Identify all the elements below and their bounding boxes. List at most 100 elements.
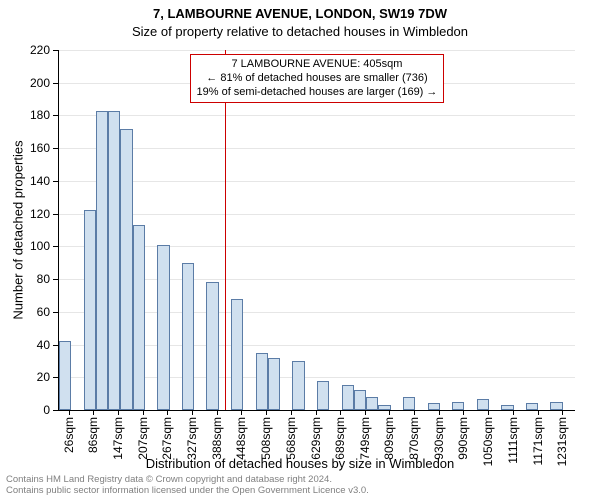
x-tick-mark	[291, 410, 292, 415]
histogram-bar	[96, 111, 108, 410]
x-tick-mark	[93, 410, 94, 415]
y-axis-label: Number of detached properties	[11, 140, 26, 319]
x-tick-label: 809sqm	[382, 417, 396, 460]
annotation-line: 19% of semi-detached houses are larger (…	[197, 86, 438, 100]
histogram-bar	[452, 402, 464, 410]
annotation-line: 7 LAMBOURNE AVENUE: 405sqm	[197, 58, 438, 72]
histogram-bar	[182, 263, 194, 410]
gridline	[59, 214, 575, 215]
x-tick-mark	[463, 410, 464, 415]
annotation-line: ← 81% of detached houses are smaller (73…	[197, 72, 438, 86]
y-tick-mark	[53, 410, 58, 411]
x-tick-label: 86sqm	[86, 417, 100, 453]
histogram-bar	[59, 341, 71, 410]
x-tick-label: 749sqm	[358, 417, 372, 460]
y-tick-label: 100	[0, 239, 50, 253]
x-tick-label: 508sqm	[259, 417, 273, 460]
x-tick-label: 327sqm	[185, 417, 199, 460]
y-tick-label: 200	[0, 76, 50, 90]
x-tick-mark	[340, 410, 341, 415]
annotation-box: 7 LAMBOURNE AVENUE: 405sqm ← 81% of deta…	[190, 54, 445, 103]
x-tick-label: 870sqm	[407, 417, 421, 460]
histogram-bar	[84, 210, 96, 410]
histogram-bar	[231, 299, 243, 410]
histogram-bar	[256, 353, 268, 410]
x-tick-label: 1050sqm	[481, 417, 495, 466]
x-tick-mark	[365, 410, 366, 415]
page-title: 7, LAMBOURNE AVENUE, LONDON, SW19 7DW	[0, 6, 600, 21]
y-tick-mark	[53, 181, 58, 182]
x-tick-mark	[538, 410, 539, 415]
x-tick-mark	[167, 410, 168, 415]
y-tick-mark	[53, 377, 58, 378]
histogram-bar	[477, 399, 489, 410]
y-tick-label: 0	[0, 403, 50, 417]
histogram-bar	[108, 111, 120, 410]
footer-line: Contains HM Land Registry data © Crown c…	[6, 475, 369, 485]
page-subtitle: Size of property relative to detached ho…	[0, 24, 600, 39]
y-tick-mark	[53, 279, 58, 280]
y-tick-mark	[53, 50, 58, 51]
y-tick-label: 140	[0, 174, 50, 188]
gridline	[59, 50, 575, 51]
y-tick-mark	[53, 214, 58, 215]
histogram-bar	[120, 129, 132, 410]
x-tick-mark	[439, 410, 440, 415]
reference-line	[225, 50, 226, 410]
histogram-bar	[157, 245, 169, 410]
gridline	[59, 148, 575, 149]
x-tick-mark	[266, 410, 267, 415]
histogram-bar	[403, 397, 415, 410]
y-tick-label: 40	[0, 338, 50, 352]
y-tick-mark	[53, 83, 58, 84]
histogram-bar	[366, 397, 378, 410]
x-tick-label: 1231sqm	[555, 417, 569, 466]
x-tick-label: 930sqm	[432, 417, 446, 460]
histogram-bar	[206, 282, 218, 410]
histogram-bar	[550, 402, 562, 410]
y-tick-label: 20	[0, 370, 50, 384]
x-tick-mark	[192, 410, 193, 415]
histogram-bar	[133, 225, 145, 410]
y-tick-label: 80	[0, 272, 50, 286]
y-tick-mark	[53, 246, 58, 247]
histogram-bar	[317, 381, 329, 410]
y-tick-label: 120	[0, 207, 50, 221]
histogram-bar	[292, 361, 304, 410]
y-tick-mark	[53, 345, 58, 346]
x-tick-label: 629sqm	[309, 417, 323, 460]
x-tick-label: 448sqm	[234, 417, 248, 460]
y-tick-label: 60	[0, 305, 50, 319]
histogram-bar	[268, 358, 280, 410]
histogram-bar	[342, 385, 354, 410]
x-tick-label: 267sqm	[160, 417, 174, 460]
x-tick-mark	[143, 410, 144, 415]
x-tick-label: 388sqm	[210, 417, 224, 460]
x-tick-mark	[414, 410, 415, 415]
y-tick-mark	[53, 312, 58, 313]
x-tick-label: 1111sqm	[506, 417, 520, 464]
y-tick-mark	[53, 148, 58, 149]
y-tick-mark	[53, 115, 58, 116]
x-tick-mark	[562, 410, 563, 415]
gridline	[59, 115, 575, 116]
gridline	[59, 181, 575, 182]
x-tick-label: 689sqm	[333, 417, 347, 460]
x-tick-label: 207sqm	[136, 417, 150, 460]
histogram-bar	[526, 403, 538, 410]
x-tick-mark	[389, 410, 390, 415]
x-tick-mark	[217, 410, 218, 415]
x-tick-mark	[316, 410, 317, 415]
x-tick-mark	[513, 410, 514, 415]
x-tick-label: 1171sqm	[531, 417, 545, 465]
y-tick-label: 180	[0, 108, 50, 122]
x-tick-label: 147sqm	[111, 417, 125, 460]
histogram-plot: 7 LAMBOURNE AVENUE: 405sqm ← 81% of deta…	[58, 50, 575, 411]
x-tick-label: 990sqm	[456, 417, 470, 460]
x-tick-label: 568sqm	[284, 417, 298, 460]
x-tick-mark	[118, 410, 119, 415]
histogram-bar	[354, 390, 366, 410]
histogram-bar	[501, 405, 513, 410]
y-tick-label: 220	[0, 43, 50, 57]
x-tick-mark	[69, 410, 70, 415]
